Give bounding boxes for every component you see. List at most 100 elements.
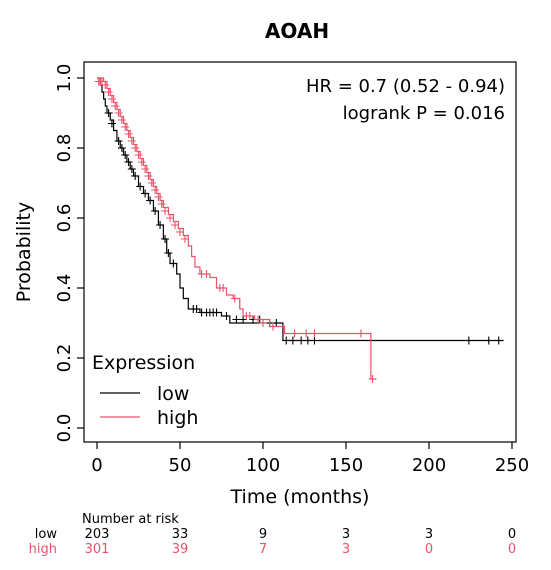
censor-mark-high [144, 172, 153, 180]
y-tick-label: 0.2 [54, 344, 75, 373]
x-axis: 0 50 100 150 200 250 [91, 442, 529, 476]
censor-mark-high [219, 284, 228, 292]
legend-label-high: high [157, 407, 198, 429]
risk-value: 33 [172, 527, 189, 542]
censor-mark-high [117, 116, 126, 124]
censor-mark-high [131, 144, 140, 152]
legend: Expression low high [92, 352, 198, 429]
survival-line-high [97, 77, 376, 380]
censor-mark-low [131, 172, 140, 180]
censor-mark-low [272, 319, 281, 327]
x-tick-label: 250 [495, 455, 529, 476]
censor-mark-low [484, 336, 493, 345]
censor-mark-low [146, 196, 155, 205]
censor-mark-high [310, 329, 319, 338]
censor-mark-high [202, 270, 211, 278]
censor-mark-low [192, 305, 201, 313]
risk-row-label: high [29, 542, 57, 557]
censor-mark-low [117, 144, 126, 152]
survival-line-low [97, 77, 504, 342]
y-axis-label: Probability [13, 202, 35, 302]
censor-mark-low [127, 165, 136, 173]
censor-mark-high [124, 130, 133, 138]
risk-value: 7 [259, 542, 267, 557]
censor-mark-high [254, 315, 263, 324]
risk-row-label: low [35, 527, 58, 542]
risk-table-title: Number at risk [82, 512, 179, 527]
censor-mark-high [230, 294, 239, 303]
censor-mark-high [290, 329, 299, 338]
x-tick-label: 200 [412, 455, 446, 476]
censor-mark-high [114, 109, 123, 117]
censor-mark-high [166, 214, 175, 222]
legend-title: Expression [92, 352, 195, 374]
risk-value: 39 [172, 542, 189, 557]
censor-mark-high [180, 235, 189, 243]
censor-mark-high [104, 88, 113, 96]
censor-mark-high [141, 165, 150, 173]
risk-value: 3 [342, 542, 350, 557]
x-tick-label: 150 [329, 455, 363, 476]
censor-mark-high [259, 319, 267, 327]
censor-mark-high [161, 207, 170, 215]
legend-label-low: low [157, 383, 189, 405]
censor-mark-low [136, 182, 145, 191]
censor-mark-low [124, 158, 133, 166]
censor-mark-high [107, 95, 116, 103]
x-tick-label: 50 [169, 455, 192, 476]
censor-mark-high [97, 77, 106, 86]
risk-value: 3 [342, 527, 350, 542]
survival-curves [94, 77, 504, 383]
censor-mark-high [154, 193, 163, 201]
censor-mark-high [111, 102, 120, 110]
censor-mark-high [368, 375, 377, 383]
censor-mark-low [156, 221, 165, 229]
risk-value: 0 [508, 527, 516, 542]
chart-title: AOAH [265, 19, 329, 43]
y-tick-label: 1.0 [54, 64, 75, 93]
censor-mark-high [137, 158, 146, 166]
censor-mark-low [239, 315, 248, 324]
censor-mark-high [176, 228, 184, 236]
risk-value: 301 [85, 542, 110, 557]
censor-mark-high [151, 186, 160, 194]
censor-mark-high [127, 137, 136, 145]
censor-mark-low [169, 259, 178, 268]
censor-mark-high [302, 329, 311, 338]
censor-mark-low [121, 151, 130, 159]
censor-mark-high [101, 81, 110, 89]
x-tick-label: 100 [246, 455, 280, 476]
risk-value: 9 [259, 527, 267, 542]
censor-mark-high [245, 312, 254, 320]
censor-mark-high [157, 200, 166, 208]
censor-mark-low [310, 336, 319, 345]
censor-mark-low [164, 249, 173, 257]
censor-mark-low [141, 189, 150, 198]
censor-mark-high [134, 151, 143, 159]
logrank-annotation: logrank P = 0.016 [343, 103, 505, 124]
censor-mark-low [222, 312, 231, 320]
x-axis-label: Time (months) [230, 486, 370, 508]
censor-mark-low [107, 119, 116, 128]
censor-mark-high [121, 123, 130, 131]
y-tick-label: 0.8 [54, 134, 75, 163]
censor-mark-high [268, 322, 277, 331]
censor-mark-high [171, 221, 180, 229]
y-tick-label: 0.0 [54, 414, 75, 443]
risk-value: 0 [508, 542, 516, 557]
censor-mark-low [104, 109, 113, 117]
plot-frame [83, 61, 517, 443]
risk-value: 3 [425, 527, 433, 542]
censor-mark-low [288, 336, 297, 345]
censor-mark-low [114, 137, 123, 145]
y-axis: 0.0 0.2 0.4 0.6 0.8 1.0 [54, 64, 84, 443]
censor-mark-low [494, 336, 503, 345]
censor-mark-low [161, 235, 170, 243]
censor-mark-high [356, 329, 365, 338]
y-tick-label: 0.6 [54, 204, 75, 233]
censor-mark-low [151, 207, 160, 215]
risk-value: 203 [85, 527, 110, 542]
x-tick-label: 0 [91, 455, 102, 476]
